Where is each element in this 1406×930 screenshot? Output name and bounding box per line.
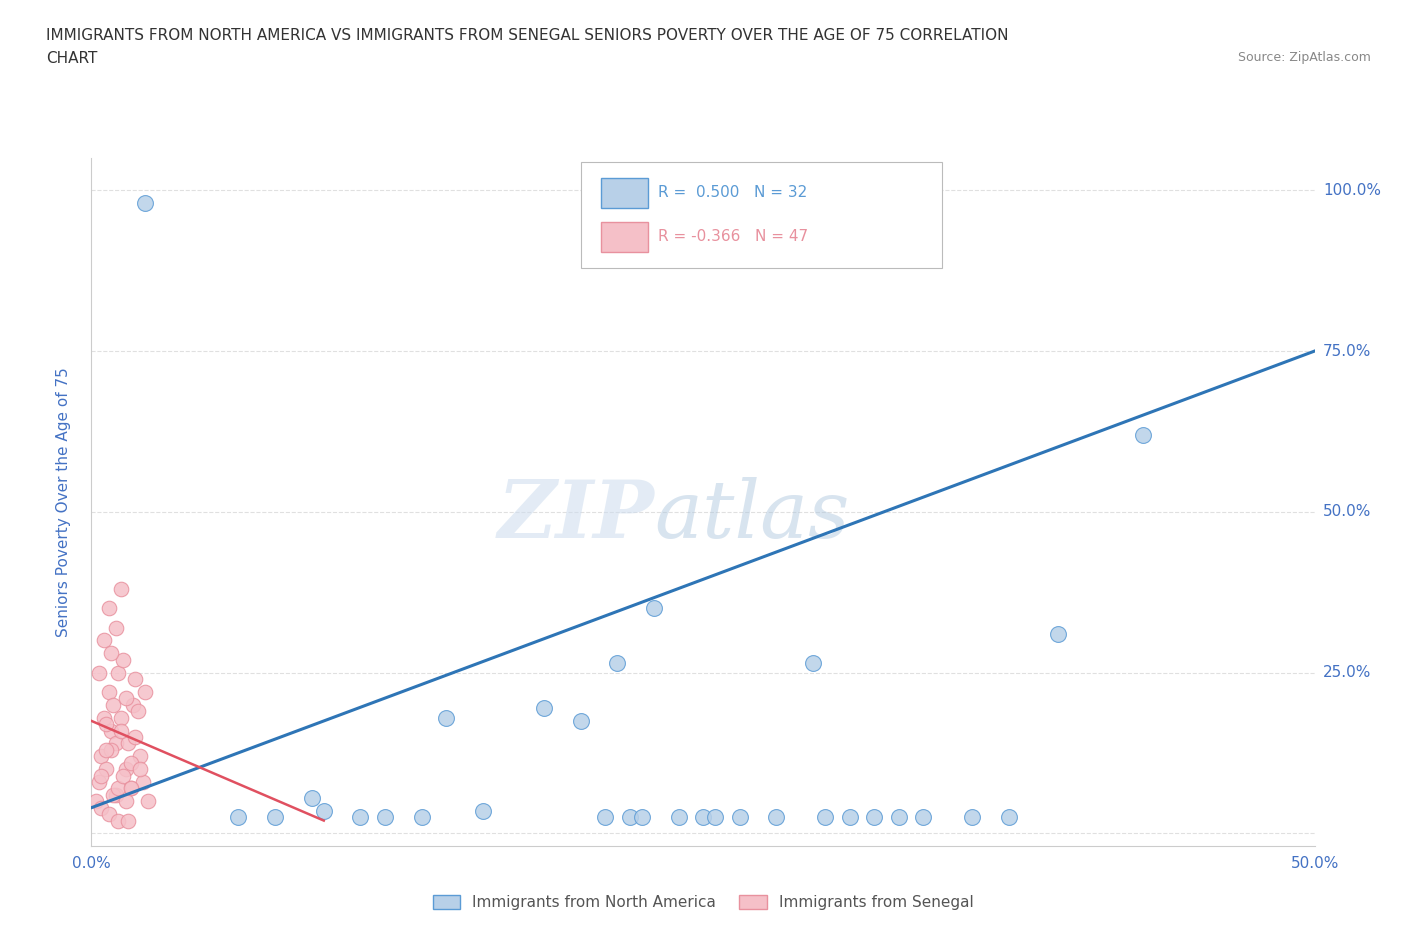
Point bbox=[114, 762, 136, 777]
Point bbox=[129, 749, 152, 764]
Point bbox=[124, 671, 146, 686]
Point bbox=[94, 762, 117, 777]
Point bbox=[374, 810, 396, 825]
Point bbox=[97, 601, 120, 616]
Text: 50.0%: 50.0% bbox=[1323, 504, 1371, 519]
Point bbox=[692, 810, 714, 825]
Text: Source: ZipAtlas.com: Source: ZipAtlas.com bbox=[1237, 51, 1371, 64]
Point bbox=[93, 711, 115, 725]
Point bbox=[863, 810, 886, 825]
Legend: Immigrants from North America, Immigrants from Senegal: Immigrants from North America, Immigrant… bbox=[425, 887, 981, 918]
Point bbox=[631, 810, 654, 825]
Point bbox=[434, 711, 457, 725]
Point bbox=[1046, 627, 1069, 642]
Point bbox=[84, 794, 107, 809]
Point bbox=[533, 700, 555, 715]
FancyBboxPatch shape bbox=[602, 221, 648, 252]
Point bbox=[960, 810, 983, 825]
Text: ZIP: ZIP bbox=[498, 477, 654, 554]
Point bbox=[110, 581, 132, 596]
Point bbox=[112, 768, 135, 783]
Text: CHART: CHART bbox=[46, 51, 98, 66]
Point bbox=[569, 713, 592, 728]
Point bbox=[100, 742, 122, 757]
Point bbox=[104, 736, 127, 751]
Point bbox=[90, 749, 112, 764]
Text: 100.0%: 100.0% bbox=[1323, 183, 1381, 198]
Point bbox=[838, 810, 860, 825]
Point bbox=[668, 810, 690, 825]
Point bbox=[814, 810, 837, 825]
Point bbox=[120, 755, 142, 770]
Point bbox=[134, 195, 156, 210]
Point bbox=[87, 775, 110, 790]
Point bbox=[619, 810, 641, 825]
Point bbox=[312, 804, 335, 818]
Point bbox=[112, 652, 135, 667]
Point bbox=[103, 698, 125, 712]
Point bbox=[132, 775, 155, 790]
Point bbox=[117, 736, 139, 751]
Text: R =  0.500   N = 32: R = 0.500 N = 32 bbox=[658, 185, 807, 201]
Point bbox=[87, 665, 110, 680]
Point bbox=[1132, 427, 1154, 442]
Point bbox=[107, 813, 129, 828]
Point bbox=[107, 665, 129, 680]
Point bbox=[134, 684, 156, 699]
Point bbox=[887, 810, 910, 825]
FancyBboxPatch shape bbox=[602, 178, 648, 208]
Point bbox=[136, 794, 159, 809]
Point bbox=[728, 810, 751, 825]
Point bbox=[120, 781, 142, 796]
Point bbox=[122, 698, 145, 712]
Text: atlas: atlas bbox=[654, 477, 849, 554]
Point bbox=[606, 656, 628, 671]
Point bbox=[643, 601, 665, 616]
Point bbox=[90, 768, 112, 783]
Point bbox=[264, 810, 287, 825]
Text: 75.0%: 75.0% bbox=[1323, 343, 1371, 359]
Point bbox=[97, 684, 120, 699]
Point bbox=[110, 711, 132, 725]
Y-axis label: Seniors Poverty Over the Age of 75: Seniors Poverty Over the Age of 75 bbox=[56, 367, 70, 637]
Point bbox=[94, 742, 117, 757]
Point bbox=[114, 691, 136, 706]
Point bbox=[93, 633, 115, 648]
Point bbox=[127, 704, 149, 719]
Text: R = -0.366   N = 47: R = -0.366 N = 47 bbox=[658, 230, 808, 245]
Point bbox=[765, 810, 787, 825]
Point bbox=[94, 717, 117, 732]
Point bbox=[704, 810, 727, 825]
Point bbox=[129, 762, 152, 777]
Point bbox=[593, 810, 616, 825]
Point bbox=[120, 781, 142, 796]
Point bbox=[411, 810, 433, 825]
Point bbox=[100, 724, 122, 738]
Point bbox=[103, 788, 125, 803]
Point bbox=[117, 813, 139, 828]
Point bbox=[226, 810, 249, 825]
Point bbox=[301, 790, 323, 805]
FancyBboxPatch shape bbox=[581, 162, 942, 268]
Point bbox=[124, 729, 146, 744]
Text: IMMIGRANTS FROM NORTH AMERICA VS IMMIGRANTS FROM SENEGAL SENIORS POVERTY OVER TH: IMMIGRANTS FROM NORTH AMERICA VS IMMIGRA… bbox=[46, 28, 1010, 43]
Point bbox=[349, 810, 371, 825]
Point bbox=[801, 656, 824, 671]
Point bbox=[110, 724, 132, 738]
Point bbox=[107, 781, 129, 796]
Point bbox=[104, 788, 127, 803]
Point bbox=[998, 810, 1021, 825]
Point bbox=[100, 646, 122, 661]
Point bbox=[104, 620, 127, 635]
Point bbox=[471, 804, 494, 818]
Point bbox=[912, 810, 935, 825]
Text: 25.0%: 25.0% bbox=[1323, 665, 1371, 680]
Point bbox=[97, 806, 120, 821]
Point bbox=[90, 801, 112, 816]
Point bbox=[114, 794, 136, 809]
